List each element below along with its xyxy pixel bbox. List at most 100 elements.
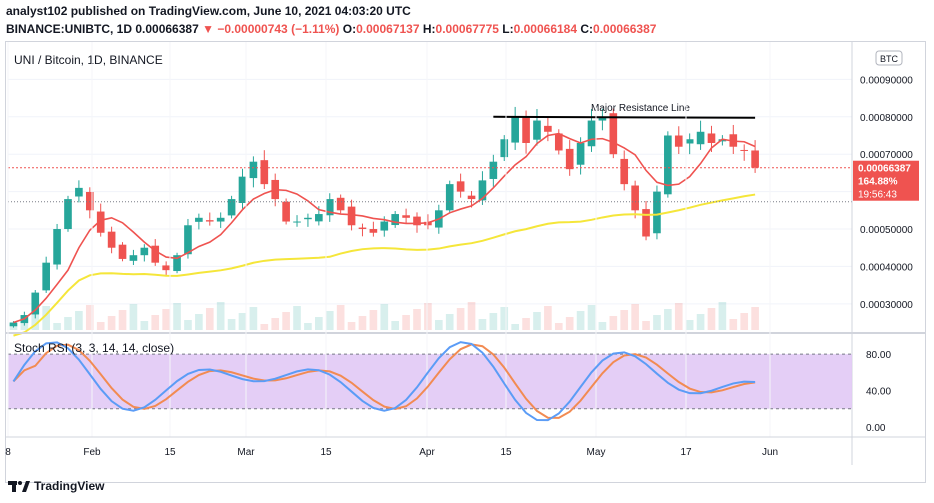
volume-bar <box>609 316 618 330</box>
volume-bar <box>391 321 400 330</box>
volume-bar <box>227 319 236 330</box>
candle-body <box>478 180 487 201</box>
volume-bar <box>467 302 476 330</box>
candle-body <box>293 221 301 223</box>
volume-bar <box>96 322 105 330</box>
volume-bar <box>533 312 541 330</box>
publish-info: analyst102 published on TradingView.com,… <box>6 4 411 18</box>
high-label: H: <box>422 22 436 36</box>
time-tick-label: May <box>587 447 606 458</box>
last-price: 0.00066387 <box>135 22 199 36</box>
stoch-rsi-k-line <box>12 341 756 422</box>
volume-bar <box>282 312 290 330</box>
price-tick-label: 0.00070000 <box>860 150 913 161</box>
volume-bar <box>751 307 759 330</box>
volume-bar <box>653 315 661 330</box>
price-pane[interactable] <box>6 42 852 332</box>
volume-bar <box>64 317 72 330</box>
tradingview-logo-icon <box>8 481 30 492</box>
candle-body <box>718 139 727 142</box>
volume-bar <box>358 316 367 330</box>
candle-body <box>576 142 585 165</box>
low-label: L: <box>502 22 514 36</box>
time-tick-label: 17 <box>680 447 692 458</box>
candle-body <box>609 113 618 155</box>
candle-body <box>631 185 639 211</box>
low-value: 0.00066184 <box>513 22 578 36</box>
volume-bar <box>31 312 40 330</box>
price-tick-label: 0.00080000 <box>860 113 913 124</box>
candle-body <box>162 265 170 271</box>
volume-bar <box>380 304 389 330</box>
candle-body <box>195 217 203 222</box>
time-tick-label: 15 <box>164 447 176 458</box>
rsi-axis[interactable]: 0.00 40.00 80.00 <box>866 350 891 434</box>
candle-body <box>707 133 716 143</box>
symbol-ohlc-line: BINANCE:UNIBTC, 1D 0.00066387 ▼ −0.00000… <box>6 22 656 36</box>
candle-body <box>620 158 629 185</box>
volume-bar <box>129 304 138 330</box>
volume-bar <box>304 323 312 330</box>
candle-body <box>129 255 138 261</box>
open-label: O: <box>342 22 357 36</box>
volume-bar <box>118 310 127 330</box>
candle-body <box>740 149 749 151</box>
volume-bar <box>740 313 749 330</box>
candle-body <box>85 191 94 211</box>
volume-bar <box>325 311 334 330</box>
candle-body <box>391 214 400 226</box>
stoch-rsi-band <box>8 354 852 409</box>
volume-bar <box>85 305 94 330</box>
volume-bar <box>696 314 705 330</box>
time-axis[interactable]: 8 Feb 15 Mar 15 Apr 15 May 17 Jun <box>5 447 778 458</box>
volume-bar <box>620 310 629 330</box>
volume-bar <box>576 311 585 330</box>
volume-bar <box>522 318 530 330</box>
resistance-line[interactable] <box>493 115 756 119</box>
candle-body <box>511 116 519 143</box>
rsi-tick-label: 40.00 <box>866 387 891 398</box>
footer-brand[interactable]: TradingView <box>8 476 104 496</box>
volume-bar <box>249 307 258 330</box>
volume-bar <box>184 320 192 330</box>
last-price-tag: 0.00066387 <box>858 164 911 175</box>
volume-bar <box>489 313 498 330</box>
candle-body <box>9 322 18 327</box>
price-tags: 0.00066387 164.88% 19:56:43 <box>853 160 919 201</box>
candle-body <box>413 216 421 226</box>
volume-bar <box>565 317 574 330</box>
volume-bar <box>75 311 83 330</box>
volume-bar <box>456 308 465 330</box>
volume-bar <box>445 314 454 330</box>
volume-bar <box>53 323 61 330</box>
candle-body <box>107 231 116 248</box>
candle-body <box>358 227 367 230</box>
rsi-legend: Stoch RSI (3, 3, 14, 14, close) <box>14 341 174 355</box>
candle-body <box>664 135 672 195</box>
volume-bar <box>402 315 410 330</box>
candle-body <box>533 120 541 140</box>
volume-bar <box>162 309 170 330</box>
candle-body <box>456 181 465 192</box>
volume-bar <box>205 308 214 330</box>
volume-bar <box>195 314 203 330</box>
time-tick-label: Mar <box>237 447 255 458</box>
open-value: 0.00067137 <box>356 22 420 36</box>
candle-body <box>674 135 683 147</box>
volume-bar <box>369 310 378 330</box>
currency-badge-label: BTC <box>880 54 899 64</box>
candle-body <box>522 116 530 143</box>
volume-bar <box>336 305 345 330</box>
price-tick-label: 0.00040000 <box>860 262 913 273</box>
volume-bar <box>260 324 269 330</box>
currency-badge[interactable]: BTC <box>875 50 903 66</box>
slow-moving-average <box>13 193 756 337</box>
time-tick-label: Apr <box>419 447 435 458</box>
candle-body <box>336 197 345 211</box>
price-tick-label: 0.00050000 <box>860 225 913 236</box>
volume-bar <box>500 307 509 330</box>
candle-body <box>653 191 661 234</box>
candle-body <box>75 187 83 197</box>
candle-body <box>315 214 323 222</box>
